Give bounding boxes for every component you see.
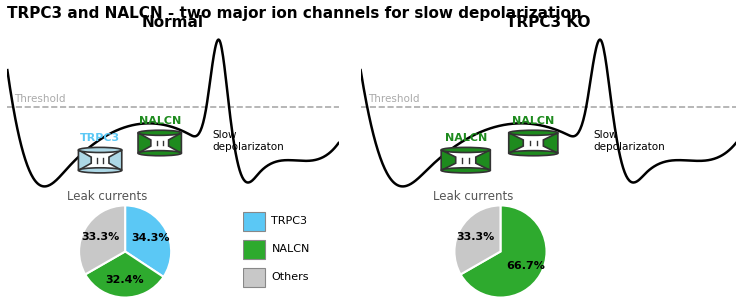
Polygon shape: [169, 133, 181, 153]
Wedge shape: [125, 205, 171, 277]
Text: TRPC3 KO: TRPC3 KO: [506, 15, 590, 30]
Text: NALCN: NALCN: [272, 244, 310, 254]
Polygon shape: [441, 150, 456, 170]
Text: TRPC3 and NALCN - two major ion channels for slow depolarization: TRPC3 and NALCN - two major ion channels…: [7, 6, 582, 21]
Polygon shape: [79, 150, 91, 170]
Text: Slow
depolarizaton: Slow depolarizaton: [593, 131, 665, 152]
FancyBboxPatch shape: [243, 212, 265, 231]
Text: Leak currents: Leak currents: [66, 190, 147, 203]
Text: 32.4%: 32.4%: [105, 275, 144, 285]
Wedge shape: [85, 251, 163, 298]
Ellipse shape: [138, 130, 181, 135]
Polygon shape: [109, 150, 121, 170]
Text: NALCN: NALCN: [512, 116, 554, 126]
Polygon shape: [475, 150, 490, 170]
Text: NALCN: NALCN: [138, 116, 181, 126]
Ellipse shape: [509, 151, 558, 156]
Text: Threshold: Threshold: [14, 95, 66, 105]
Wedge shape: [79, 205, 125, 275]
Text: Slow
depolarizaton: Slow depolarizaton: [213, 131, 284, 152]
Text: TRPC3: TRPC3: [80, 133, 120, 143]
Text: TRPC3: TRPC3: [272, 216, 308, 226]
Text: Others: Others: [272, 272, 309, 282]
Text: 66.7%: 66.7%: [506, 261, 545, 271]
Text: 33.3%: 33.3%: [456, 232, 495, 242]
Ellipse shape: [441, 147, 490, 152]
Text: 33.3%: 33.3%: [81, 232, 119, 242]
Text: Normal: Normal: [142, 15, 204, 30]
Polygon shape: [509, 133, 523, 153]
Text: Leak currents: Leak currents: [433, 190, 514, 203]
Wedge shape: [461, 205, 547, 298]
Ellipse shape: [441, 168, 490, 173]
FancyBboxPatch shape: [243, 240, 265, 259]
Wedge shape: [454, 205, 500, 275]
Polygon shape: [543, 133, 558, 153]
Text: Threshold: Threshold: [368, 95, 420, 105]
Text: NALCN: NALCN: [445, 133, 487, 143]
Ellipse shape: [509, 130, 558, 135]
Ellipse shape: [138, 151, 181, 156]
Ellipse shape: [79, 147, 121, 152]
FancyBboxPatch shape: [243, 268, 265, 287]
Text: 34.3%: 34.3%: [131, 233, 169, 243]
Polygon shape: [138, 133, 151, 153]
Ellipse shape: [79, 168, 121, 173]
